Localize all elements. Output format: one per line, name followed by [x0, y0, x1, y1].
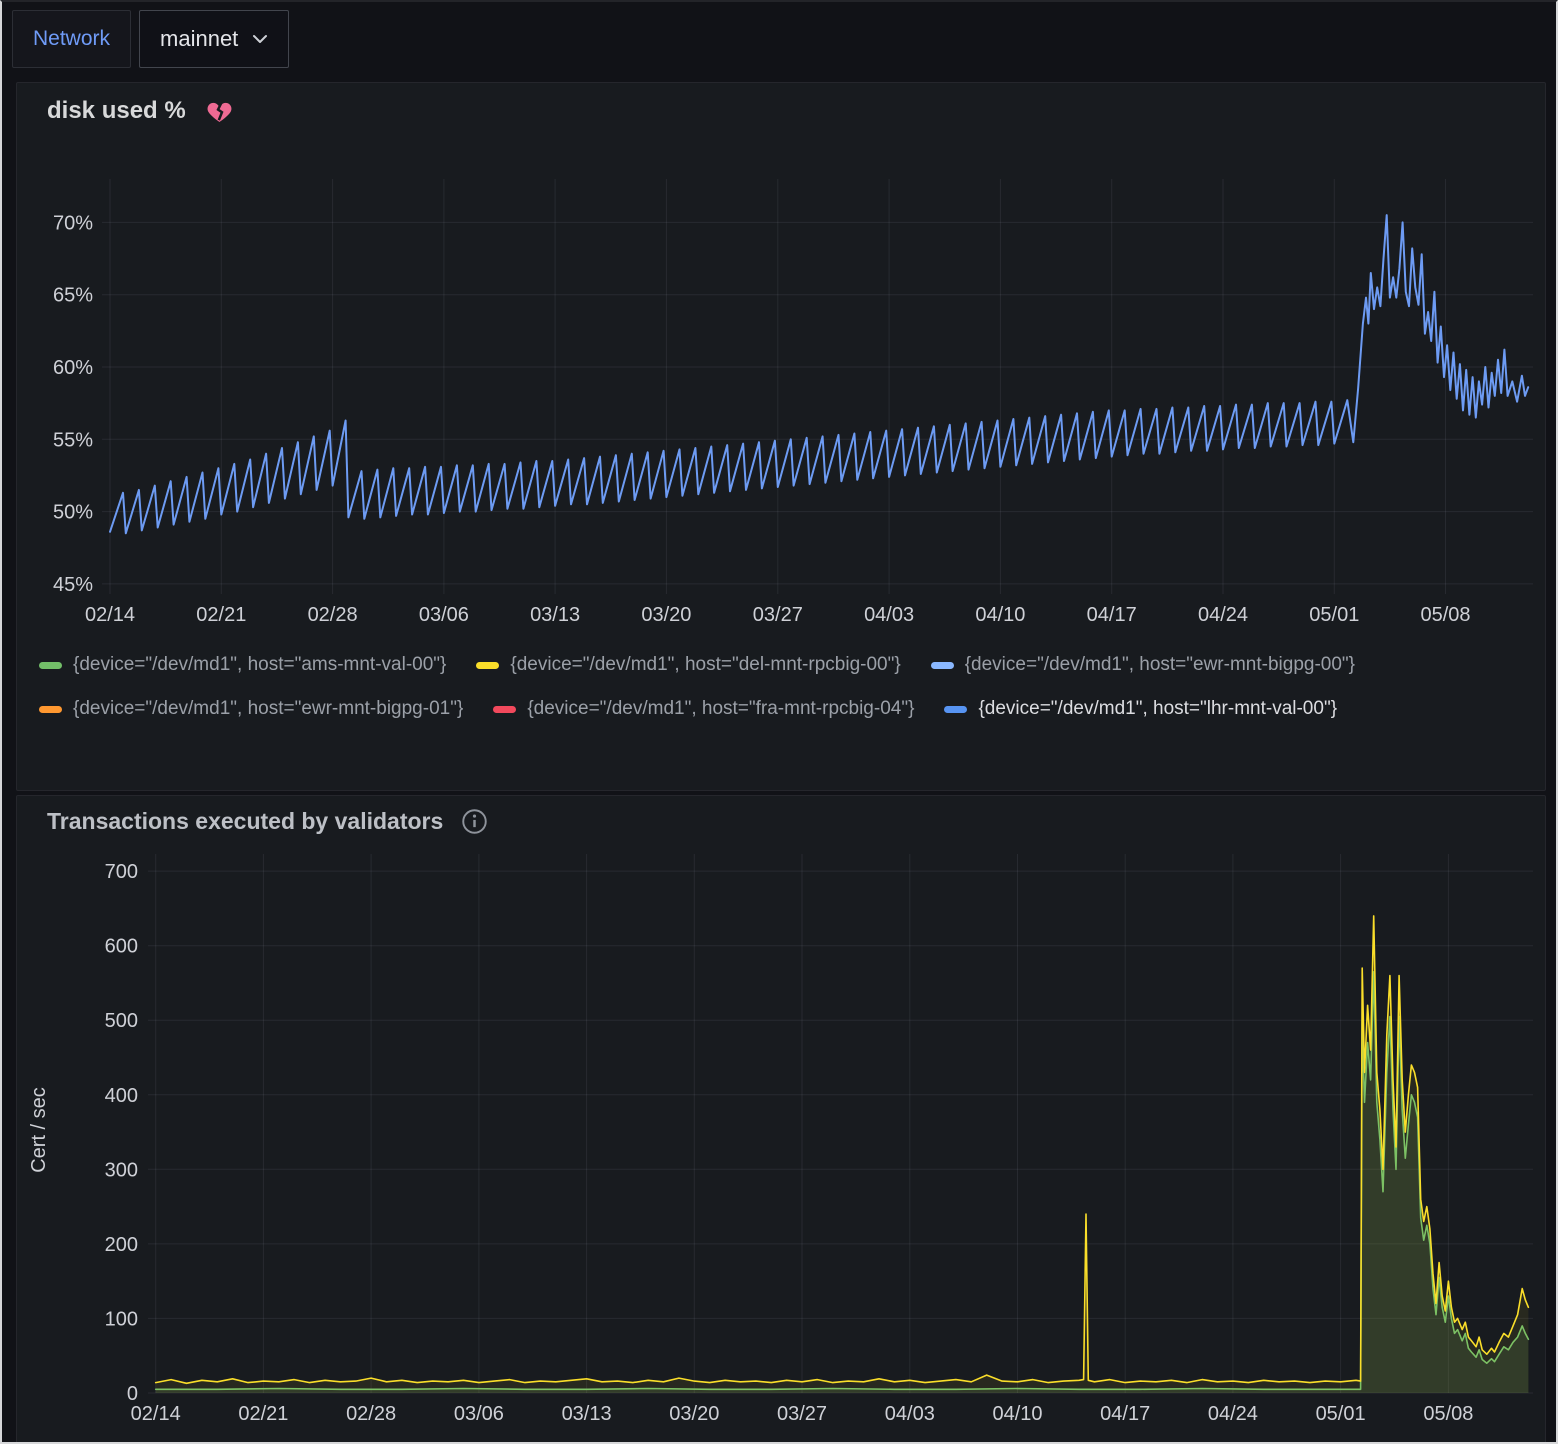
disk-used-panel: disk used % 02/14 02/21 02/28 03/06 03/13 03/…	[16, 82, 1546, 791]
disk-used-panel-header: disk used %	[17, 83, 1545, 131]
network-variable-dropdown[interactable]: mainnet	[139, 10, 289, 68]
svg-text:70%: 70%	[53, 212, 93, 234]
series-swatch	[39, 662, 62, 669]
grafana-dashboard: Network mainnet disk used % 02/1402/2102…	[0, 0, 1558, 1444]
svg-text:04/24: 04/24	[1198, 604, 1248, 626]
network-variable-label-text: Network	[33, 27, 110, 51]
disk-used-legend: {device="/dev/md1", host="ams-mnt-val-00…	[39, 653, 1525, 721]
svg-text:60%: 60%	[53, 357, 93, 379]
svg-text:03/13: 03/13	[530, 604, 580, 626]
svg-text:04/10: 04/10	[992, 1403, 1042, 1425]
panel-title[interactable]: Transactions executed by validators	[47, 808, 443, 835]
series-swatch	[931, 662, 954, 669]
svg-text:02/21: 02/21	[196, 604, 246, 626]
transactions-chart[interactable]: 02/14 02/21 02/28 03/06 03/13 03/20 03/27 04/03…	[17, 844, 1545, 1438]
svg-text:04/10: 04/10	[975, 604, 1025, 626]
info-icon[interactable]	[461, 808, 488, 835]
svg-text:700: 700	[105, 861, 138, 883]
svg-text:02/28: 02/28	[308, 604, 358, 626]
svg-text:100: 100	[105, 1308, 138, 1330]
svg-text:03/20: 03/20	[641, 604, 691, 626]
series-swatch	[944, 706, 967, 713]
svg-text:0: 0	[127, 1383, 138, 1405]
svg-text:300: 300	[105, 1159, 138, 1181]
svg-text:55%: 55%	[53, 429, 93, 451]
svg-text:04/03: 04/03	[864, 604, 914, 626]
svg-text:02/28: 02/28	[346, 1403, 396, 1425]
svg-text:04/03: 04/03	[885, 1403, 935, 1425]
legend-item-fra-mnt-rpcbig-04[interactable]: {device="/dev/md1", host="fra-mnt-rpcbig…	[493, 697, 914, 721]
svg-text:02/14: 02/14	[131, 1403, 181, 1425]
svg-text:05/01: 05/01	[1316, 1403, 1366, 1425]
series-swatch	[493, 706, 516, 713]
legend-item-ams-mnt-val-00[interactable]: {device="/dev/md1", host="ams-mnt-val-00…	[39, 653, 446, 677]
legend-item-ewr-mnt-bigpg-00[interactable]: {device="/dev/md1", host="ewr-mnt-bigpg-…	[931, 653, 1355, 677]
svg-text:02/14: 02/14	[85, 604, 135, 626]
chevron-down-icon	[252, 34, 268, 44]
svg-text:400: 400	[105, 1085, 138, 1107]
network-variable-label: Network	[12, 10, 131, 68]
legend-label: {device="/dev/md1", host="ewr-mnt-bigpg-…	[965, 653, 1355, 677]
legend-label: {device="/dev/md1", host="ams-mnt-val-00…	[73, 653, 446, 677]
svg-text:03/06: 03/06	[454, 1403, 504, 1425]
svg-text:02/21: 02/21	[238, 1403, 288, 1425]
svg-text:03/27: 03/27	[777, 1403, 827, 1425]
svg-text:04/17: 04/17	[1087, 604, 1137, 626]
svg-text:04/17: 04/17	[1100, 1403, 1150, 1425]
legend-label: {device="/dev/md1", host="del-mnt-rpcbig…	[510, 653, 900, 677]
svg-text:05/08: 05/08	[1420, 604, 1470, 626]
svg-text:500: 500	[105, 1010, 138, 1032]
svg-text:65%: 65%	[53, 285, 93, 307]
series-swatch	[476, 662, 499, 669]
svg-text:04/24: 04/24	[1208, 1403, 1258, 1425]
network-variable-value: mainnet	[160, 26, 238, 52]
svg-text:03/06: 03/06	[419, 604, 469, 626]
svg-text:Cert / sec: Cert / sec	[28, 1087, 50, 1173]
svg-text:05/01: 05/01	[1309, 604, 1359, 626]
legend-label: {device="/dev/md1", host="lhr-mnt-val-00…	[978, 697, 1337, 721]
svg-text:45%: 45%	[53, 574, 93, 596]
svg-text:03/27: 03/27	[753, 604, 803, 626]
transactions-panel: Transactions executed by validators 02/1…	[16, 795, 1546, 1444]
svg-text:600: 600	[105, 936, 138, 958]
panel-title[interactable]: disk used %	[47, 97, 186, 125]
series-swatch	[39, 706, 62, 713]
transactions-panel-header: Transactions executed by validators	[17, 796, 1545, 839]
svg-text:03/20: 03/20	[669, 1403, 719, 1425]
svg-text:03/13: 03/13	[562, 1403, 612, 1425]
legend-item-del-mnt-rpcbig-00[interactable]: {device="/dev/md1", host="del-mnt-rpcbig…	[476, 653, 900, 677]
legend-label: {device="/dev/md1", host="fra-mnt-rpcbig…	[527, 697, 914, 721]
legend-item-lhr-mnt-val-00[interactable]: {device="/dev/md1", host="lhr-mnt-val-00…	[944, 697, 1337, 721]
legend-label: {device="/dev/md1", host="ewr-mnt-bigpg-…	[73, 697, 463, 721]
svg-text:05/08: 05/08	[1423, 1403, 1473, 1425]
legend-item-ewr-mnt-bigpg-01[interactable]: {device="/dev/md1", host="ewr-mnt-bigpg-…	[39, 697, 463, 721]
variable-controls: Network mainnet	[12, 10, 289, 68]
broken-heart-icon	[206, 98, 233, 124]
disk-used-chart[interactable]: 02/14 02/21 02/28 03/06 03/13 03/20 03/27 04/03…	[17, 171, 1545, 641]
svg-text:200: 200	[105, 1234, 138, 1256]
svg-text:50%: 50%	[53, 502, 93, 524]
